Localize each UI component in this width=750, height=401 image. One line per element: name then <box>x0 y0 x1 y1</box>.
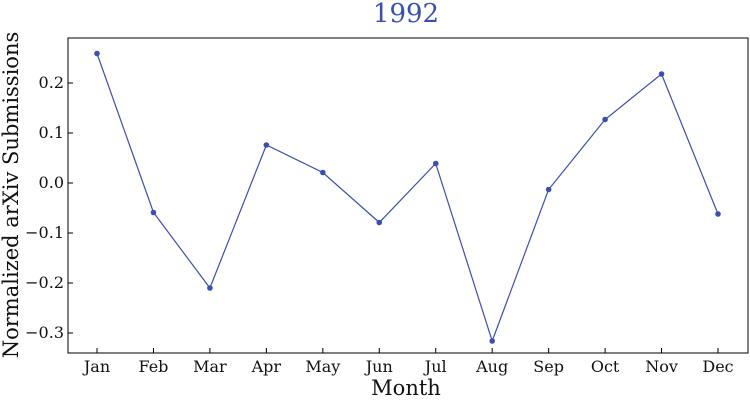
x-tick-label: Oct <box>591 357 620 376</box>
data-point <box>376 219 383 226</box>
data-point <box>263 142 270 148</box>
chart-title: 1992 <box>373 0 439 29</box>
y-tick-label: 0.2 <box>39 73 64 92</box>
x-tick-label: Dec <box>702 357 733 376</box>
data-point <box>432 160 439 167</box>
x-tick-label: Jul <box>423 357 447 376</box>
x-tick-label: Aug <box>475 357 508 376</box>
x-axis-label: Month <box>371 376 441 400</box>
x-tick-label: Feb <box>138 357 168 376</box>
series-line <box>96 53 719 343</box>
data-point <box>207 285 213 291</box>
data-point <box>715 211 721 217</box>
y-tick-label: 0.1 <box>39 123 64 142</box>
data-point <box>489 338 495 344</box>
x-axis: Jan Feb Mar Apr May Jun Jul Aug Sep Oct Nov Dec <box>82 348 734 376</box>
data-point <box>602 116 608 123</box>
data-point <box>545 186 552 193</box>
y-tick-label: −0.1 <box>25 223 64 242</box>
plot-frame <box>67 37 749 354</box>
x-tick-label: May <box>305 357 340 376</box>
y-axis: 0.2 0.1 0.0 −0.1 −0.2 −0.3 <box>25 73 73 342</box>
x-tick-label: Jan <box>82 357 110 376</box>
x-tick-label: Apr <box>251 357 282 376</box>
series-points <box>94 50 721 344</box>
y-tick-label: −0.2 <box>25 273 64 292</box>
y-tick-label: −0.3 <box>25 323 64 342</box>
x-tick-label: Sep <box>533 357 564 376</box>
data-point <box>150 209 157 216</box>
y-axis-label: Normalized arXiv Submissions <box>0 32 23 359</box>
data-point <box>320 169 326 176</box>
x-tick-label: Nov <box>645 357 678 376</box>
data-point <box>658 71 665 77</box>
data-point <box>94 50 100 57</box>
x-tick-label: Mar <box>193 357 227 376</box>
y-tick-label: 0.0 <box>39 173 64 192</box>
x-tick-label: Jun <box>364 357 393 376</box>
